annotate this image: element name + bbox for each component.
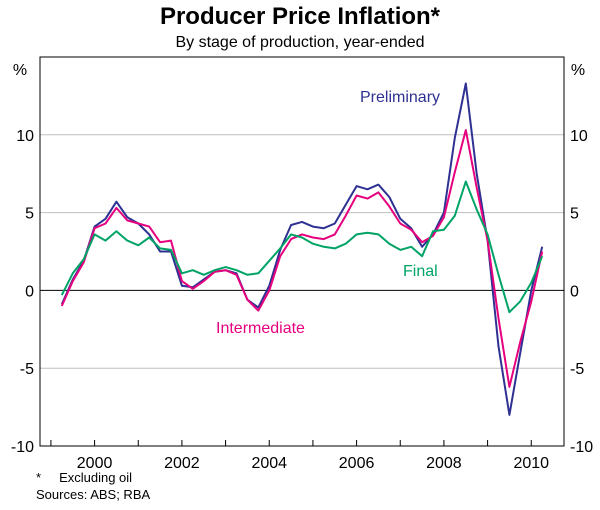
gridlines [40,134,564,369]
chart-title: Producer Price Inflation* [160,3,441,30]
y-tick-label-right: 0 [570,283,579,300]
series-line-intermediate [60,129,544,388]
y-tick-label-left: 0 [25,283,34,300]
x-tick-label: 2008 [426,455,462,472]
y-tick-label-left: 10 [16,128,34,145]
series-line-preliminary [60,82,544,416]
x-tick-label: 2004 [251,455,287,472]
y-tick-label-right: 10 [570,128,588,145]
series-label-intermediate: Intermediate [216,320,305,337]
x-tick-label: 2006 [339,455,375,472]
footnote-note: * Excluding oil [36,470,132,485]
y-tick-label-right: -5 [570,361,584,378]
x-tick-label: 2010 [513,455,549,472]
y-tick-label-right: 5 [570,206,579,223]
series-label-final: Final [403,263,438,280]
y-tick-label-left: -10 [11,439,34,456]
series-line-final [60,180,544,314]
x-tick-label: 2000 [77,455,113,472]
footnote-sources: Sources: ABS; RBA [36,487,151,502]
series-lines [60,82,544,416]
y-tick-label-left: 5 [25,206,34,223]
axis-ticks: -10 -10 -5 -5 0 0 5 5 10 10 2000 2002 2004 2006 2008 20… [11,128,593,472]
plot-frame [39,56,565,447]
footnote-marker: * [36,470,42,485]
chart-subtitle: By stage of production, year-ended [175,34,424,51]
y-tick-label-left: -5 [20,361,34,378]
series-label-preliminary: Preliminary [360,89,440,106]
footnote-text: Excluding oil [59,470,133,485]
y-axis-unit-right: % [571,62,585,79]
y-axis-unit-left: % [13,62,27,79]
y-tick-label-right: -10 [570,439,593,456]
x-tick-label: 2002 [164,455,200,472]
